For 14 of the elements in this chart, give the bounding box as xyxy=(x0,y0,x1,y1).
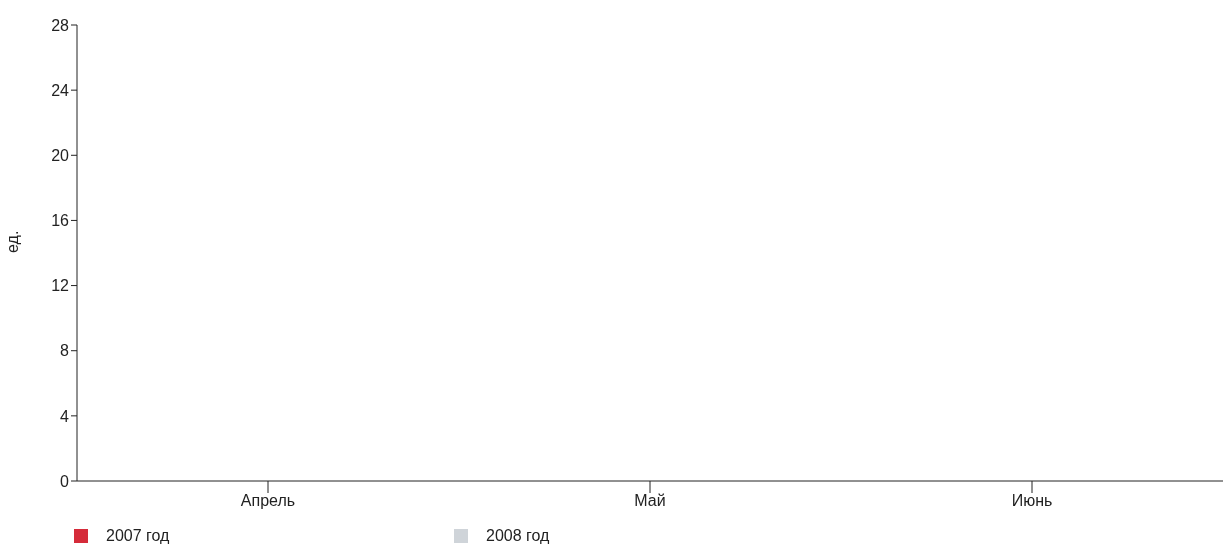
y-tick-label: 12 xyxy=(51,277,70,295)
y-tick-label: 16 xyxy=(51,212,70,230)
y-tick-label: 0 xyxy=(60,472,70,490)
y-axis-title: ед. xyxy=(3,230,21,253)
x-tick-label: Май xyxy=(634,492,666,510)
legend-label: 2008 год xyxy=(486,527,550,545)
y-tick-label: 4 xyxy=(60,407,70,425)
legend-label: 2007 год xyxy=(106,527,170,545)
x-tick-label: Апрель xyxy=(240,492,296,510)
y-tick-label: 8 xyxy=(60,342,70,360)
y-tick-label: 28 xyxy=(51,16,70,34)
x-tick-label: Июнь xyxy=(1011,492,1053,510)
y-tick-label: 24 xyxy=(51,81,70,99)
y-tick-label: 20 xyxy=(51,146,70,164)
